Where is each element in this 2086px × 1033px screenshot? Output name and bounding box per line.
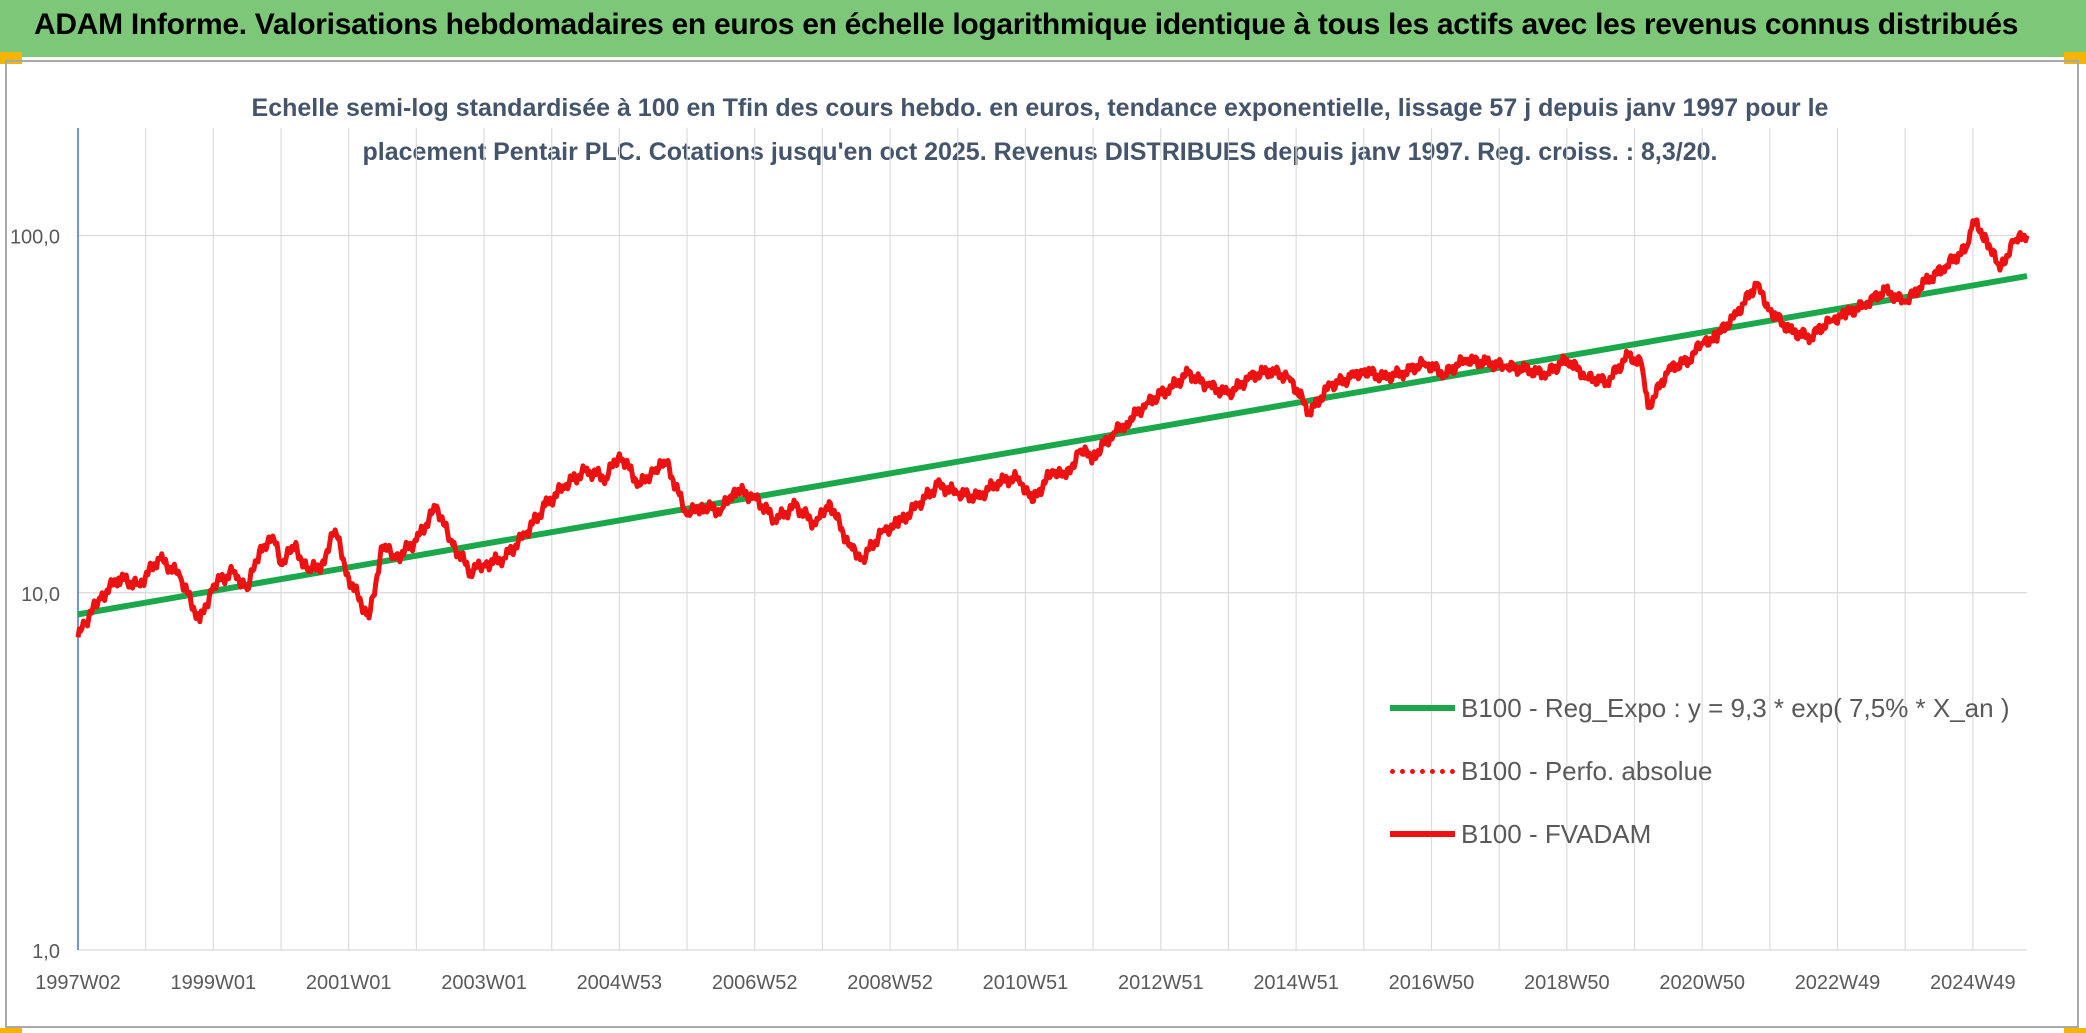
- x-tick-label: 2003W01: [441, 972, 527, 994]
- legend-swatch-perfo: [1390, 768, 1455, 774]
- series-line-trend: [77, 273, 2028, 618]
- legend-item-perfo: B100 - Perfo. absolue: [1390, 756, 1713, 786]
- legend-label-trend: B100 - Reg_Expo : y = 9,3 * exp( 7,5% * …: [1461, 692, 2010, 723]
- y-tick-label: 1,0: [32, 941, 60, 963]
- x-tick-label: 2006W52: [712, 972, 798, 994]
- chart-tick-labels: 1,0 10,0 100,0 1997W02 1999W01 2001W01 2003W01…: [10, 227, 2016, 994]
- x-tick-label: 2022W49: [1795, 972, 1881, 994]
- legend-label-fvadam: B100 - FVADAM: [1461, 818, 1652, 849]
- corner-mark-bottom-right: [2064, 1028, 2086, 1033]
- x-tick-label: 2012W51: [1118, 972, 1204, 994]
- legend-swatch-fvadam: [1390, 831, 1455, 837]
- x-tick-label: 2024W49: [1930, 972, 2016, 994]
- page-title: ADAM Informe. Valorisations hebdomadaire…: [34, 8, 2019, 41]
- x-tick-label: 2018W50: [1524, 972, 1610, 994]
- title-banner: ADAM Informe. Valorisations hebdomadaire…: [0, 0, 2086, 57]
- legend-item-trend: B100 - Reg_Expo : y = 9,3 * exp( 7,5% * …: [1390, 693, 2010, 723]
- chart-subtitle-line-2: placement Pentair PLC. Cotations jusqu'e…: [362, 138, 1718, 166]
- chart-grid: [78, 128, 2027, 951]
- chart-subtitle-line-1: Echelle semi-log standardisée à 100 en T…: [251, 94, 1829, 122]
- x-tick-label: 2008W52: [847, 972, 933, 994]
- x-tick-label: 2004W53: [577, 972, 663, 994]
- chart-series: [75, 217, 2030, 638]
- x-tick-label: 2001W01: [306, 972, 392, 994]
- y-tick-label: 100,0: [10, 227, 60, 249]
- x-tick-label: 2014W51: [1253, 972, 1339, 994]
- legend-swatch-trend: [1390, 705, 1455, 711]
- legend-item-fvadam: B100 - FVADAM: [1390, 819, 1651, 849]
- chart-frame: [5, 60, 2079, 1028]
- x-tick-label: 1997W02: [35, 972, 121, 994]
- corner-mark-bottom-left: [0, 1028, 22, 1033]
- y-tick-label: 10,0: [21, 584, 60, 606]
- x-tick-label: 2020W50: [1659, 972, 1745, 994]
- series-line-fvadam: [75, 217, 2030, 638]
- x-tick-label: 2010W51: [983, 972, 1069, 994]
- legend-label-perfo: B100 - Perfo. absolue: [1461, 755, 1713, 786]
- x-tick-label: 1999W01: [171, 972, 257, 994]
- x-tick-label: 2016W50: [1389, 972, 1475, 994]
- chart-subtitle: Echelle semi-log standardisée à 100 en T…: [120, 86, 1960, 174]
